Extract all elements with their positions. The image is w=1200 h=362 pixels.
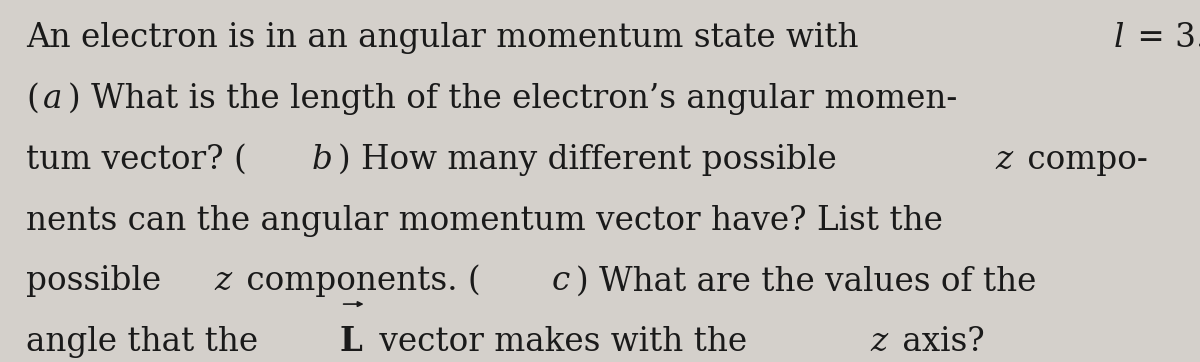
Text: c: c	[552, 265, 570, 297]
Text: axis?: axis?	[893, 326, 985, 358]
Text: compo-: compo-	[1018, 144, 1148, 176]
Text: ) What is the length of the electron’s angular momen-: ) What is the length of the electron’s a…	[68, 82, 958, 115]
Text: ) How many different possible: ) How many different possible	[338, 143, 847, 176]
Text: z: z	[870, 326, 887, 358]
Text: ) What are the values of the: ) What are the values of the	[576, 265, 1036, 297]
Text: b: b	[311, 144, 332, 176]
Text: z: z	[214, 265, 232, 297]
Text: a: a	[43, 83, 62, 115]
Text: (: (	[26, 83, 40, 115]
Text: angle that the: angle that the	[26, 326, 269, 358]
Text: L: L	[340, 325, 362, 358]
Text: tum vector? (: tum vector? (	[26, 144, 247, 176]
Text: components. (: components. (	[236, 265, 481, 297]
Text: possible: possible	[26, 265, 172, 297]
Text: An electron is in an angular momentum state with: An electron is in an angular momentum st…	[26, 22, 869, 54]
Text: nents can the angular momentum vector have? List the: nents can the angular momentum vector ha…	[26, 205, 943, 236]
Text: l: l	[1114, 22, 1124, 54]
Text: vector makes with the: vector makes with the	[368, 326, 757, 358]
Text: = 3.: = 3.	[1127, 22, 1200, 54]
Text: z: z	[995, 144, 1013, 176]
